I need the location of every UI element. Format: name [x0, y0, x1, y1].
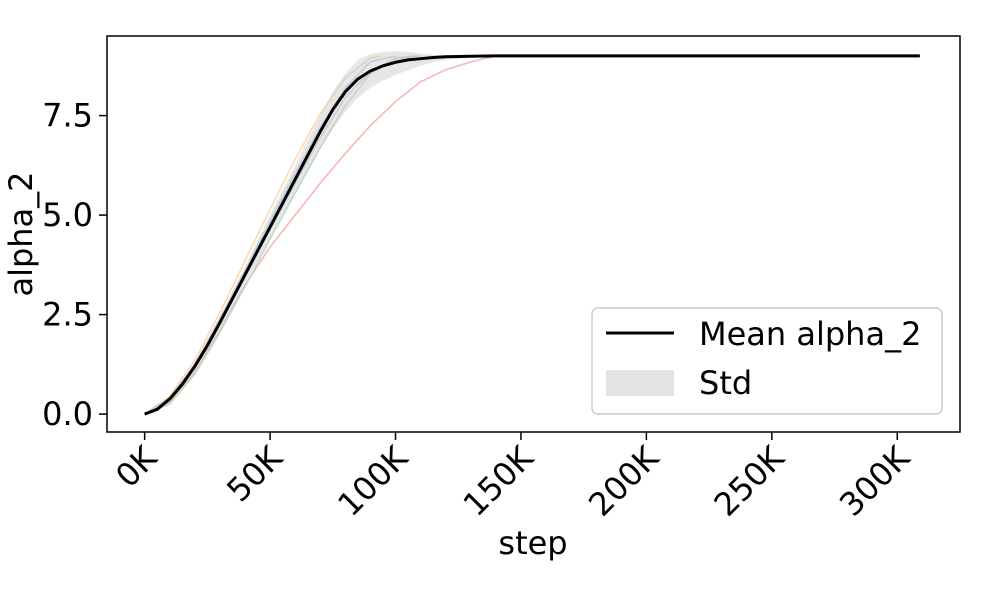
std-band — [144, 51, 496, 415]
y-tick-label: 0.0 — [42, 395, 93, 433]
x-tick-label: 250K — [707, 438, 793, 524]
legend: Mean alpha_2 Std — [591, 307, 943, 415]
run-line-5 — [144, 55, 421, 415]
run-line-3 — [144, 55, 396, 415]
x-tick-label: 100K — [330, 438, 416, 524]
x-tick-label: 0K — [108, 438, 165, 495]
x-tick-label: 150K — [456, 438, 542, 524]
x-tick-label: 300K — [832, 438, 918, 524]
legend-std-swatch — [606, 370, 674, 396]
legend-std-label: Std — [699, 364, 752, 402]
run-line-1 — [144, 55, 497, 415]
legend-mean-label: Mean alpha_2 — [699, 315, 921, 353]
std-band-layer — [144, 51, 496, 415]
x-axis-label: step — [498, 524, 567, 562]
y-tick-label: 5.0 — [42, 196, 93, 234]
y-axis-label: alpha_2 — [2, 171, 40, 296]
y-tick-label: 2.5 — [42, 296, 93, 334]
mean-line — [144, 54, 920, 416]
plot-area-frame — [106, 35, 961, 433]
x-axis-ticks: 0K 50K 100K 150K 200K 250K 300K — [108, 432, 918, 524]
legend-box — [591, 307, 943, 415]
y-axis-ticks: 0.0 2.5 5.0 7.5 — [42, 97, 107, 433]
mean-line-layer — [144, 54, 920, 416]
x-tick-label: 200K — [581, 438, 667, 524]
x-tick-label: 50K — [219, 438, 290, 509]
y-tick-label: 7.5 — [42, 97, 93, 135]
run-line-2 — [144, 55, 384, 415]
run-line-4 — [144, 55, 416, 415]
